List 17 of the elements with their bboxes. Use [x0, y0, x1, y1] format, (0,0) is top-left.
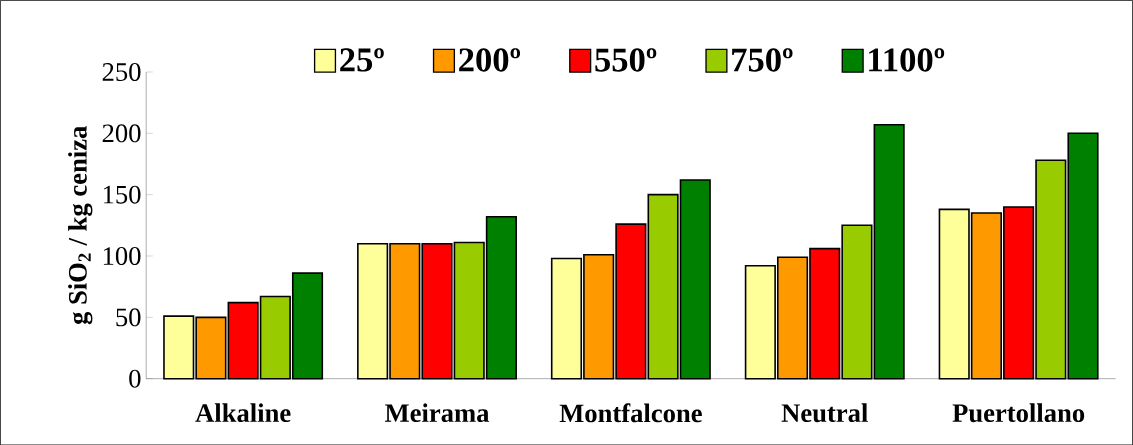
x-tick-label: Montfalcone [559, 403, 702, 423]
y-tick-label: 150 [103, 185, 141, 204]
x-tick-label: Meirama [384, 403, 490, 422]
legend-label: 200º [459, 48, 521, 72]
y-tick-label: 200 [102, 124, 141, 143]
legend-label: 1100º [869, 48, 945, 72]
y-tick-label: 50 [116, 308, 141, 327]
legend-label: 550º [595, 48, 657, 72]
x-tick-label: Puertollano [952, 403, 1085, 422]
x-tick-label: Neutral [781, 403, 868, 422]
y-axis-title: g SiO$_{2}$ / kg ceniza [68, 125, 93, 325]
legend-label: 750º [732, 48, 793, 72]
legend-label: 25º [340, 48, 384, 72]
y-tick-label: 250 [102, 62, 141, 81]
y-tick-label: 0 [129, 369, 141, 388]
y-tick-label: 100 [103, 246, 141, 265]
x-tick-label: Alkaline [195, 403, 291, 422]
